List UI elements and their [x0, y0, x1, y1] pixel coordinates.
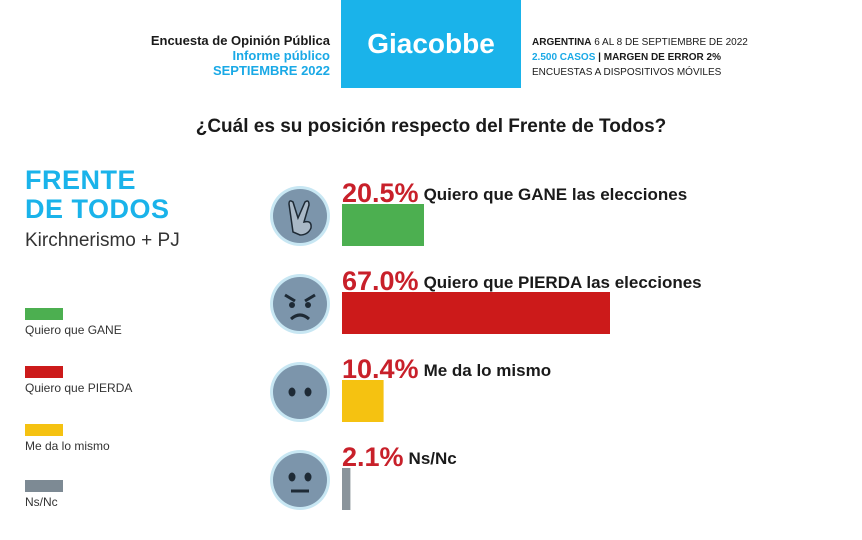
sample-size: 2.500 CASOS: [532, 52, 596, 63]
report-type: Informe público: [232, 48, 331, 63]
details-separator: |: [595, 52, 604, 63]
legend-label: Quiero que GANE: [25, 323, 122, 337]
legend-label: Ns/Nc: [25, 495, 58, 509]
category-label: Me da lo mismo: [424, 361, 552, 380]
bar-row: 10.4% Me da lo mismo: [270, 354, 551, 422]
bar: [342, 468, 351, 510]
legend-swatch: [25, 480, 63, 492]
legend-item-lo-mismo: Me da lo mismo: [25, 424, 110, 453]
margin-of-error: MARGEN DE ERROR 2%: [603, 52, 721, 63]
report-date: SEPTIEMBRE 2022: [212, 63, 330, 78]
value-label: 20.5%: [342, 178, 419, 208]
bar-row: 67.0% Quiero que PIERDA las elecciones: [270, 266, 702, 334]
legend-item-nsnc: Ns/Nc: [25, 480, 63, 509]
category-label: Ns/Nc: [409, 449, 457, 468]
legend-item-gane: Quiero que GANE: [25, 308, 122, 337]
legend-swatch: [25, 308, 63, 320]
bar: [342, 204, 424, 246]
survey-details: ARGENTINA 6 AL 8 DE SEPTIEMBRE DE 2022 2…: [532, 35, 748, 80]
eye: [288, 387, 296, 397]
value-label: 2.1%: [342, 442, 404, 472]
icon-face: [273, 365, 327, 419]
eye: [304, 472, 312, 482]
eye: [304, 387, 312, 397]
bar-row: 20.5% Quiero que GANE las elecciones: [270, 178, 687, 246]
party-name-line1: FRENTE: [25, 165, 136, 195]
brow: [304, 293, 316, 303]
legend-label: Quiero que PIERDA: [25, 381, 133, 395]
legend-swatch: [25, 366, 63, 378]
icon-face: [273, 277, 327, 331]
neutral-face-icon: [270, 362, 330, 422]
angry-face-icon: [270, 274, 330, 334]
party-name-line2: DE TODOS: [25, 194, 170, 224]
icon-face: [273, 453, 327, 507]
victory-hand-icon: [270, 186, 330, 246]
eye: [305, 302, 311, 308]
legend-label: Me da lo mismo: [25, 439, 110, 453]
survey-dates: 6 AL 8 DE SEPTIEMBRE DE 2022: [591, 37, 748, 48]
brow: [284, 293, 296, 303]
legend-item-pierda: Quiero que PIERDA: [25, 366, 132, 395]
mouth: [290, 313, 310, 321]
bar-row: 2.1% Ns/Nc: [270, 442, 457, 510]
value-label: 67.0%: [342, 266, 419, 296]
category-label: Quiero que GANE las elecciones: [424, 185, 688, 204]
bar: [342, 380, 384, 422]
hand-shape: [288, 200, 312, 236]
party-subtitle: Kirchnerismo + PJ: [25, 230, 180, 251]
survey-method: ENCUESTAS A DISPOSITIVOS MÓVILES: [532, 67, 722, 78]
expressionless-face-icon: [270, 450, 330, 510]
legend-swatch: [25, 424, 63, 436]
survey-title: Encuesta de Opinión Pública: [150, 33, 330, 48]
country: ARGENTINA: [532, 37, 592, 48]
eye: [288, 472, 296, 482]
value-label: 10.4%: [342, 354, 419, 384]
bar: [342, 292, 610, 334]
chart-question: ¿Cuál es su posición respecto del Frente…: [195, 116, 667, 137]
brand-logo: Giacobbe: [341, 0, 521, 88]
party-name: FRENTE DE TODOS: [25, 166, 170, 224]
eye: [289, 302, 295, 308]
survey-header: Encuesta de Opinión Pública Informe públ…: [151, 33, 330, 78]
category-label: Quiero que PIERDA las elecciones: [424, 273, 702, 292]
